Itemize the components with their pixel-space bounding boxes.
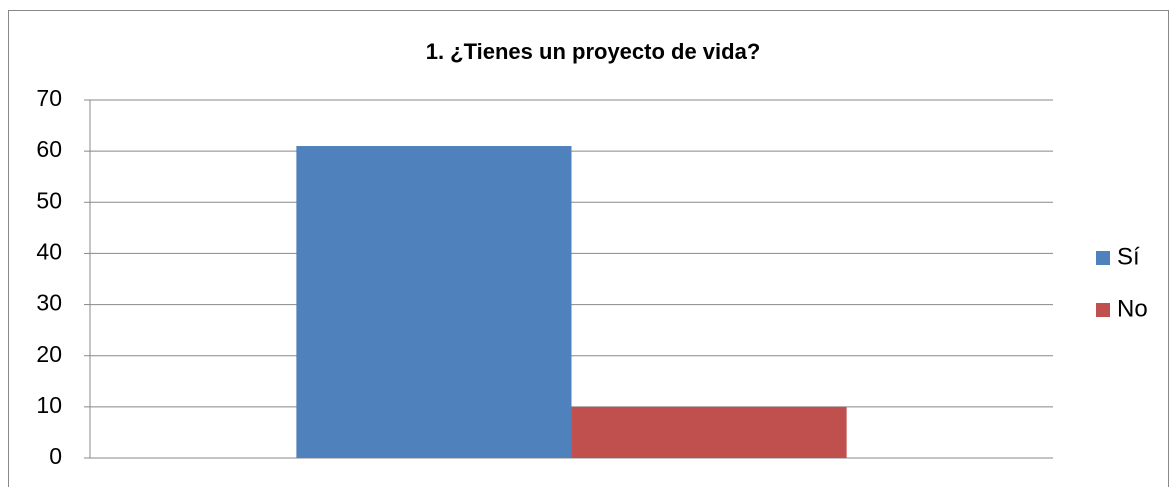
bar bbox=[296, 146, 572, 458]
chart-title: 1. ¿Tienes un proyecto de vida? bbox=[426, 39, 761, 64]
legend-label: No bbox=[1117, 295, 1148, 322]
legend-label: Sí bbox=[1117, 243, 1140, 270]
y-tick-label: 30 bbox=[36, 290, 62, 316]
y-tick-label: 60 bbox=[36, 136, 62, 162]
y-tick-label: 10 bbox=[36, 392, 62, 418]
y-tick-label: 0 bbox=[49, 443, 62, 469]
y-tick-label: 70 bbox=[36, 85, 62, 111]
y-tick-label: 40 bbox=[36, 239, 62, 265]
y-tick-label: 20 bbox=[36, 341, 62, 367]
legend-swatch bbox=[1096, 251, 1110, 265]
bar bbox=[571, 406, 847, 458]
y-tick-label: 50 bbox=[36, 187, 62, 213]
legend-swatch bbox=[1096, 303, 1110, 317]
